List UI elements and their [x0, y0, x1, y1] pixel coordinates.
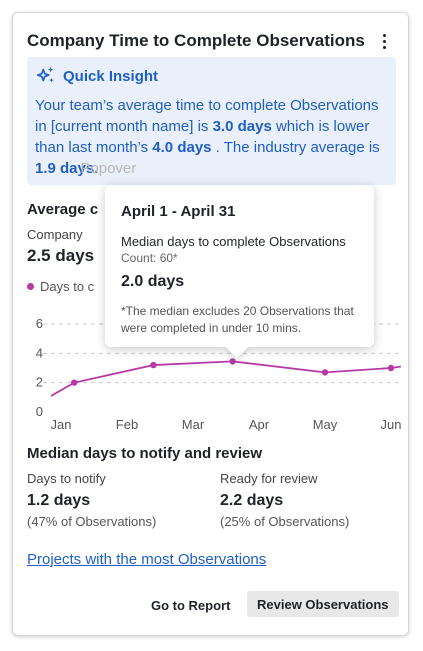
go-to-report-button[interactable]: Go to Report: [141, 591, 240, 619]
y-tick-label: 2: [36, 375, 43, 390]
data-point: [71, 379, 78, 386]
y-tick-label: 6: [36, 316, 43, 331]
x-tick-label: Apr: [249, 417, 270, 431]
more-vertical-icon[interactable]: [377, 31, 391, 51]
data-point: [229, 358, 236, 365]
chart-tooltip: April 1 - April 31 Median days to comple…: [105, 185, 374, 347]
quick-insight-panel: Quick Insight Your team’s average time t…: [27, 57, 396, 185]
last-month-value: 4.0 days: [152, 139, 212, 156]
current-month-value: 3.0 days: [212, 118, 272, 135]
y-tick-label: 0: [36, 404, 43, 419]
review-value: 2.2 days: [220, 492, 284, 509]
x-tick-label: Feb: [116, 417, 138, 431]
popover-ghost-text: Popover: [80, 160, 137, 177]
x-tick-label: Mar: [182, 417, 205, 431]
data-point: [321, 369, 329, 376]
insight-title: Quick Insight: [63, 67, 159, 85]
sparkles-icon: [36, 66, 54, 83]
ready-for-review-stat: Ready for review 2.2 days (25% of Observ…: [220, 471, 349, 529]
notify-value: 1.2 days: [27, 492, 91, 509]
observations-card: Company Time to Complete Observations Qu…: [12, 12, 409, 636]
legend-swatch: [27, 283, 34, 290]
notify-label: Days to notify: [27, 471, 106, 486]
days-to-notify-stat: Days to notify 1.2 days (47% of Observat…: [27, 471, 156, 529]
tooltip-note: *The median excludes 20 Observations tha…: [121, 304, 354, 335]
y-tick-label: 4: [36, 345, 43, 360]
data-point: [387, 364, 395, 372]
tooltip-metric: Median days to complete Observations: [121, 234, 346, 249]
review-label: Ready for review: [220, 471, 318, 486]
median-section-title: Median days to notify and review: [27, 445, 263, 462]
tooltip-count: Count: 60*: [121, 251, 178, 265]
insight-text: Your team’s average time to complete Obs…: [35, 97, 380, 177]
notify-percent: (47% of Observations): [27, 514, 157, 529]
chart-legend: Days to c: [27, 279, 94, 294]
tooltip-value: 2.0 days: [121, 273, 185, 290]
x-tick-label: May: [313, 417, 338, 431]
review-percent: (25% of Observations): [220, 514, 350, 529]
review-observations-button[interactable]: Review Observations: [247, 591, 399, 617]
industry-average-value: 1.9 days.: [35, 160, 99, 177]
average-section-title: Average c: [27, 201, 99, 218]
x-tick-label: Jun: [381, 417, 401, 431]
legend-label: Days to c: [40, 279, 95, 294]
data-point: [150, 361, 157, 369]
company-value: 2.5 days: [27, 246, 95, 265]
card-title: Company Time to Complete Observations: [27, 31, 365, 50]
company-label: Company: [27, 227, 83, 242]
tooltip-range: April 1 - April 31: [121, 203, 236, 220]
projects-link[interactable]: Projects with the most Observations: [27, 551, 267, 568]
x-tick-label: Jan: [51, 417, 72, 431]
series-line: [50, 360, 401, 397]
